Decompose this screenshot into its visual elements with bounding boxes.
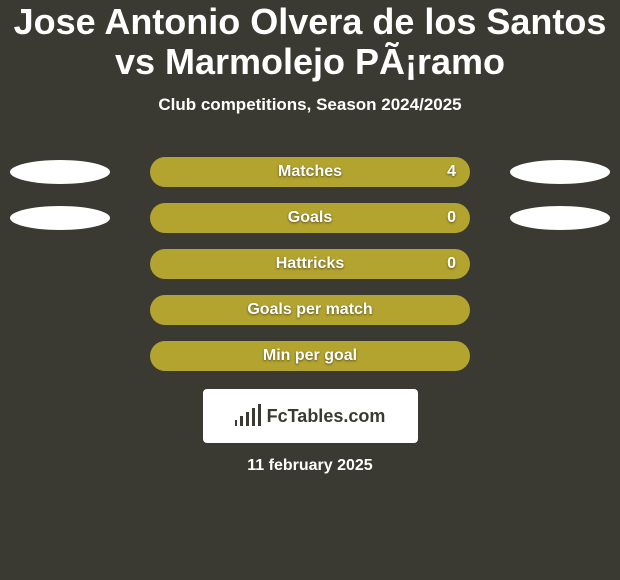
stats-block: Matches 4 Goals 0 Hattricks 0 Goals per … [0,149,620,379]
stat-row: Hattricks 0 [0,241,620,287]
player1-marker [10,160,110,184]
page-subtitle: Club competitions, Season 2024/2025 [0,95,620,115]
stat-label: Min per goal [263,347,357,365]
stat-row: Matches 4 [0,149,620,195]
stat-label: Hattricks [276,255,344,273]
date-label: 11 february 2025 [0,457,620,475]
player2-marker [510,160,610,184]
player2-marker [510,206,610,230]
stat-value: 4 [447,163,456,181]
stat-label: Matches [278,163,342,181]
stat-value: 0 [447,255,456,273]
stat-row: Min per goal [0,333,620,379]
page-title: Jose Antonio Olvera de los Santos vs Mar… [0,0,620,81]
stat-bar: Goals 0 [150,203,470,233]
stat-value: 0 [447,209,456,227]
fctables-logo: FcTables.com [203,389,418,443]
stat-row: Goals 0 [0,195,620,241]
bar-chart-icon [235,406,261,426]
stat-bar: Goals per match [150,295,470,325]
player1-marker [10,206,110,230]
stat-bar: Hattricks 0 [150,249,470,279]
stat-label: Goals per match [247,301,372,319]
logo-text: FcTables.com [267,406,386,427]
stat-row: Goals per match [0,287,620,333]
stat-bar: Min per goal [150,341,470,371]
infographic-root: Jose Antonio Olvera de los Santos vs Mar… [0,0,620,580]
stat-bar: Matches 4 [150,157,470,187]
stat-label: Goals [288,209,332,227]
